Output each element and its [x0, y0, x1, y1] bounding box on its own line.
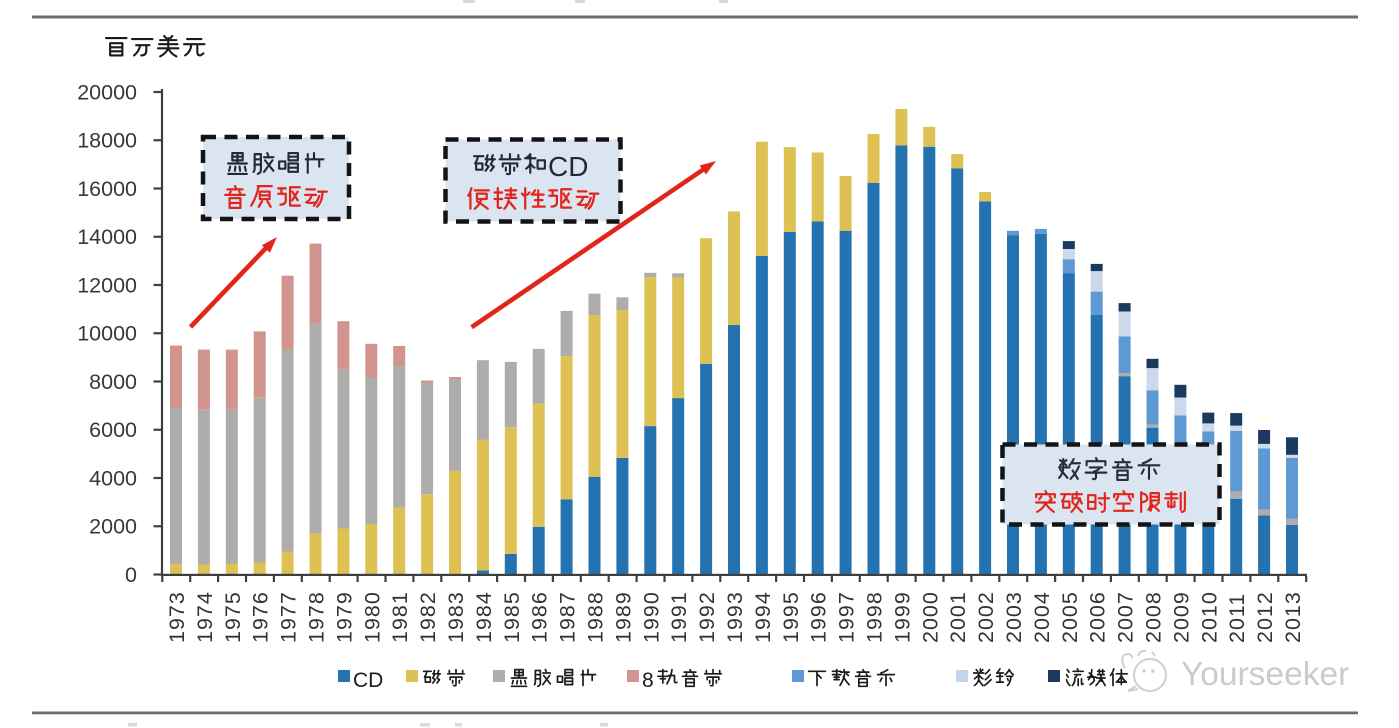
svg-text:1985: 1985 [500, 591, 524, 643]
svg-text:2001: 2001 [946, 591, 970, 643]
svg-text:1976: 1976 [249, 591, 273, 643]
svg-text:8: 8 [642, 669, 654, 692]
svg-text:1999: 1999 [890, 591, 914, 643]
svg-text:1977: 1977 [277, 591, 301, 643]
svg-text:1994: 1994 [751, 591, 775, 643]
svg-text:16000: 16000 [77, 177, 137, 201]
svg-text:1995: 1995 [779, 591, 803, 643]
svg-text:10000: 10000 [77, 322, 137, 346]
svg-text:CD: CD [353, 669, 383, 692]
svg-text:1979: 1979 [332, 591, 356, 643]
svg-text:2000: 2000 [918, 591, 942, 643]
svg-text:1986: 1986 [528, 591, 552, 643]
svg-text:1991: 1991 [667, 591, 691, 643]
svg-text:1990: 1990 [639, 591, 663, 643]
svg-text:8000: 8000 [89, 370, 137, 394]
svg-text:2008: 2008 [1142, 591, 1166, 643]
svg-text:1981: 1981 [388, 591, 412, 643]
svg-text:2013: 2013 [1281, 591, 1305, 643]
svg-text:2007: 2007 [1114, 591, 1138, 643]
svg-text:2006: 2006 [1086, 591, 1110, 643]
svg-text:12000: 12000 [77, 273, 137, 297]
svg-text:1978: 1978 [305, 591, 329, 643]
svg-text:20000: 20000 [77, 80, 137, 104]
svg-text:1998: 1998 [863, 591, 887, 643]
svg-text:2012: 2012 [1253, 591, 1277, 643]
svg-text:2011: 2011 [1225, 593, 1249, 643]
svg-text:1980: 1980 [360, 591, 384, 643]
svg-text:2010: 2010 [1197, 591, 1221, 643]
svg-text:1983: 1983 [444, 591, 468, 643]
svg-text:1984: 1984 [472, 591, 496, 643]
svg-text:14000: 14000 [77, 225, 137, 249]
svg-text:2003: 2003 [1002, 591, 1026, 643]
svg-text:1975: 1975 [221, 591, 245, 643]
svg-text:1992: 1992 [695, 591, 719, 643]
svg-text:1997: 1997 [835, 591, 859, 643]
svg-text:2002: 2002 [974, 591, 998, 643]
svg-text:1988: 1988 [584, 591, 608, 643]
svg-text:2004: 2004 [1030, 591, 1054, 643]
svg-text:1996: 1996 [807, 591, 831, 643]
svg-text:2005: 2005 [1058, 591, 1082, 643]
svg-text:Yourseeker: Yourseeker [1181, 656, 1349, 693]
svg-text:1973: 1973 [165, 591, 189, 643]
svg-text:0: 0 [125, 563, 137, 587]
svg-text:1993: 1993 [723, 591, 747, 643]
svg-text:1989: 1989 [611, 591, 635, 643]
svg-text:4000: 4000 [89, 466, 137, 490]
svg-text:CD: CD [548, 151, 588, 182]
svg-text:6000: 6000 [89, 418, 137, 442]
svg-text:1982: 1982 [416, 591, 440, 643]
svg-text:1987: 1987 [556, 591, 580, 643]
svg-text:2000: 2000 [89, 515, 137, 539]
svg-text:2009: 2009 [1169, 591, 1193, 643]
svg-text:18000: 18000 [77, 129, 137, 153]
svg-text:1974: 1974 [193, 591, 217, 643]
